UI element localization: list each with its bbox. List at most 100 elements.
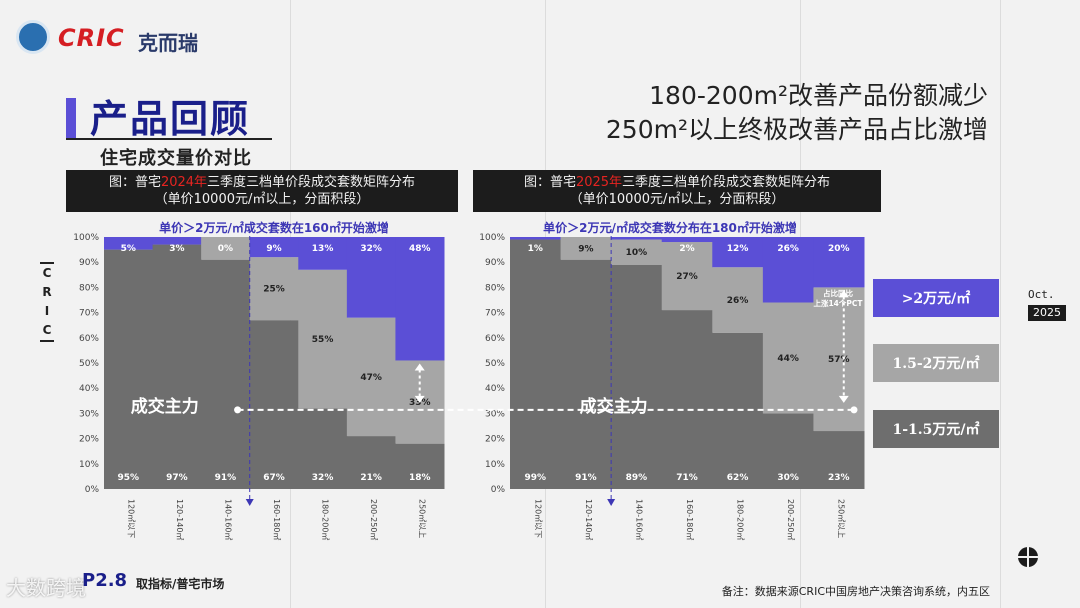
chart1-bar-mid xyxy=(346,317,396,437)
chart1-ytick-label: 0% xyxy=(85,485,100,495)
chart2-label-low: 91% xyxy=(575,473,597,483)
chart1-title-box: 图：普宅2024年三季度三档单价段成交套数矩阵分布 （单价10000元/㎡以上，… xyxy=(66,170,458,212)
chart2-label-mid: 10% xyxy=(626,248,648,258)
chart2-growth-arrow-head xyxy=(838,290,849,298)
chart1-label-high: 5% xyxy=(121,244,136,254)
chart1-label-high: 48% xyxy=(409,244,431,254)
chart1-label-low: 21% xyxy=(360,473,382,483)
chart2-title-prefix: 图：普宅 xyxy=(523,175,576,190)
chart2-ytick-label: 50% xyxy=(485,359,505,369)
chart1-bar-high xyxy=(395,237,445,361)
chart1-label-low: 32% xyxy=(312,473,334,483)
chart1-ytick-label: 10% xyxy=(79,460,99,470)
chart2-ytick-label: 90% xyxy=(485,258,505,268)
chart2-label-low: 30% xyxy=(777,473,799,483)
chart1-growth-arrow-head xyxy=(414,395,425,403)
chart1-xtick-label: 250㎡以上 xyxy=(418,499,427,538)
chart1-xtick-label: 120㎡以下 xyxy=(126,499,135,538)
chart2-xtick-label: 140-160㎡ xyxy=(634,499,643,540)
headline-2: 250m²以上终极改善产品占比激增 xyxy=(605,115,988,144)
chart2-main-label: 成交主力 xyxy=(580,396,648,417)
chart2-label-low: 23% xyxy=(828,473,850,483)
chart2-label-high: 12% xyxy=(727,244,749,254)
chart1-growth-arrow-head xyxy=(414,363,425,371)
chart2-bar-low xyxy=(611,264,663,489)
crosshair-icon xyxy=(1018,547,1038,567)
chart2-divider-arrow xyxy=(607,499,616,506)
chart2-ytick-label: 10% xyxy=(485,460,505,470)
chart1-title-year: 2024年 xyxy=(160,175,208,190)
chart2-label-high: 1% xyxy=(528,244,543,254)
chart1-label-high: 32% xyxy=(360,244,382,254)
report-year: 2025 xyxy=(1028,305,1066,321)
chart1-label-low: 91% xyxy=(215,473,237,483)
chart1-xtick-label: 160-180㎡ xyxy=(272,499,281,540)
chart1-xtick-label: 140-160㎡ xyxy=(223,499,232,540)
footer-note: 备注：数据来源CRIC中国房地产决策咨询系统，内五区 xyxy=(721,585,990,598)
chart1-bar-high xyxy=(249,237,299,258)
page-number: P2.8 xyxy=(82,570,128,591)
legend-high: >2万元/㎡ xyxy=(873,279,999,317)
chart1-title-suffix: 三季度三档单价段成交套数矩阵分布 xyxy=(207,175,416,190)
chart1-label-low: 95% xyxy=(118,473,140,483)
chart1-bar-high xyxy=(298,237,348,270)
chart2-bar-mid xyxy=(611,239,663,265)
chart1-bar-high xyxy=(104,237,154,250)
page-title: 产品回顾 xyxy=(90,97,251,141)
chart1-label-high: 0% xyxy=(218,244,233,254)
cric-emblem-icon xyxy=(16,20,50,54)
chart2-bar-mid xyxy=(661,242,713,311)
chart1-bar-low xyxy=(104,249,154,489)
title-underline xyxy=(66,138,272,140)
chart1-bar-low xyxy=(201,259,251,489)
chart1-divider-arrow xyxy=(245,499,254,506)
chart2-label-mid: 26% xyxy=(727,296,749,306)
chart2-title-box: 图：普宅2025年三季度三档单价段成交套数矩阵分布 （单价10000元/㎡以上，… xyxy=(473,170,881,212)
chart1-ytick-label: 30% xyxy=(79,409,99,419)
chart1-main-label: 成交主力 xyxy=(131,396,199,417)
chart2-bar-high xyxy=(661,237,713,243)
chart1-bar-mid xyxy=(201,237,251,260)
chart1-note: 单价＞2万元/㎡成交套数在160㎡开始激增 xyxy=(159,221,389,235)
chart2-ytick-label: 80% xyxy=(485,283,505,293)
chart2-bar-mid xyxy=(560,237,612,260)
chart2-label-high: 26% xyxy=(777,244,799,254)
chart1-bar-low xyxy=(298,408,348,489)
chart1-label-low: 18% xyxy=(409,473,431,483)
chart2-callout-line: 上涨14个PCT xyxy=(813,298,863,308)
chart2-label-mid: 44% xyxy=(777,354,799,364)
chart1-label-high: 13% xyxy=(312,244,334,254)
chart2-ytick-label: 60% xyxy=(485,334,505,344)
chart2-label-mid: 57% xyxy=(828,355,850,365)
chart1-xtick-label: 180-200㎡ xyxy=(321,499,330,540)
chart1-label-mid: 47% xyxy=(360,373,382,383)
chart2-bar-high xyxy=(611,237,663,240)
chart2-label-low: 89% xyxy=(626,473,648,483)
chart2-label-low: 71% xyxy=(676,473,698,483)
chart2-bar-mid xyxy=(712,267,764,333)
chart2-ytick-label: 100% xyxy=(479,233,505,243)
headline-1: 180-200m²改善产品份额减少 xyxy=(649,81,988,110)
chart1-bar-low xyxy=(395,443,445,489)
chart1-ytick-label: 50% xyxy=(79,359,99,369)
chart1-label-mid: 33% xyxy=(409,398,431,408)
report-month: Oct. xyxy=(1028,288,1055,301)
brand-logo: CRIC xyxy=(58,24,125,52)
chart1-ytick-label: 90% xyxy=(79,258,99,268)
chart2-label-low: 99% xyxy=(525,473,547,483)
chart1-xtick-label: 200-250㎡ xyxy=(369,499,378,540)
chart2-label-low: 62% xyxy=(727,473,749,483)
brand-name-cn: 克而瑞 xyxy=(138,31,198,55)
chart2-ytick-label: 20% xyxy=(485,435,505,445)
chart2-label-high: 2% xyxy=(679,244,694,254)
chart1-bar-low xyxy=(346,436,396,489)
chart1-title-prefix: 图：普宅 xyxy=(108,175,161,190)
chart2-xtick-label: 200-250㎡ xyxy=(786,499,795,540)
chart2-bar-low xyxy=(510,239,562,489)
chart1-ytick-label: 60% xyxy=(79,334,99,344)
chart2-label-mid: 27% xyxy=(676,272,698,282)
baseline-end-dot xyxy=(850,406,858,414)
chart2-bar-mid xyxy=(762,302,814,414)
